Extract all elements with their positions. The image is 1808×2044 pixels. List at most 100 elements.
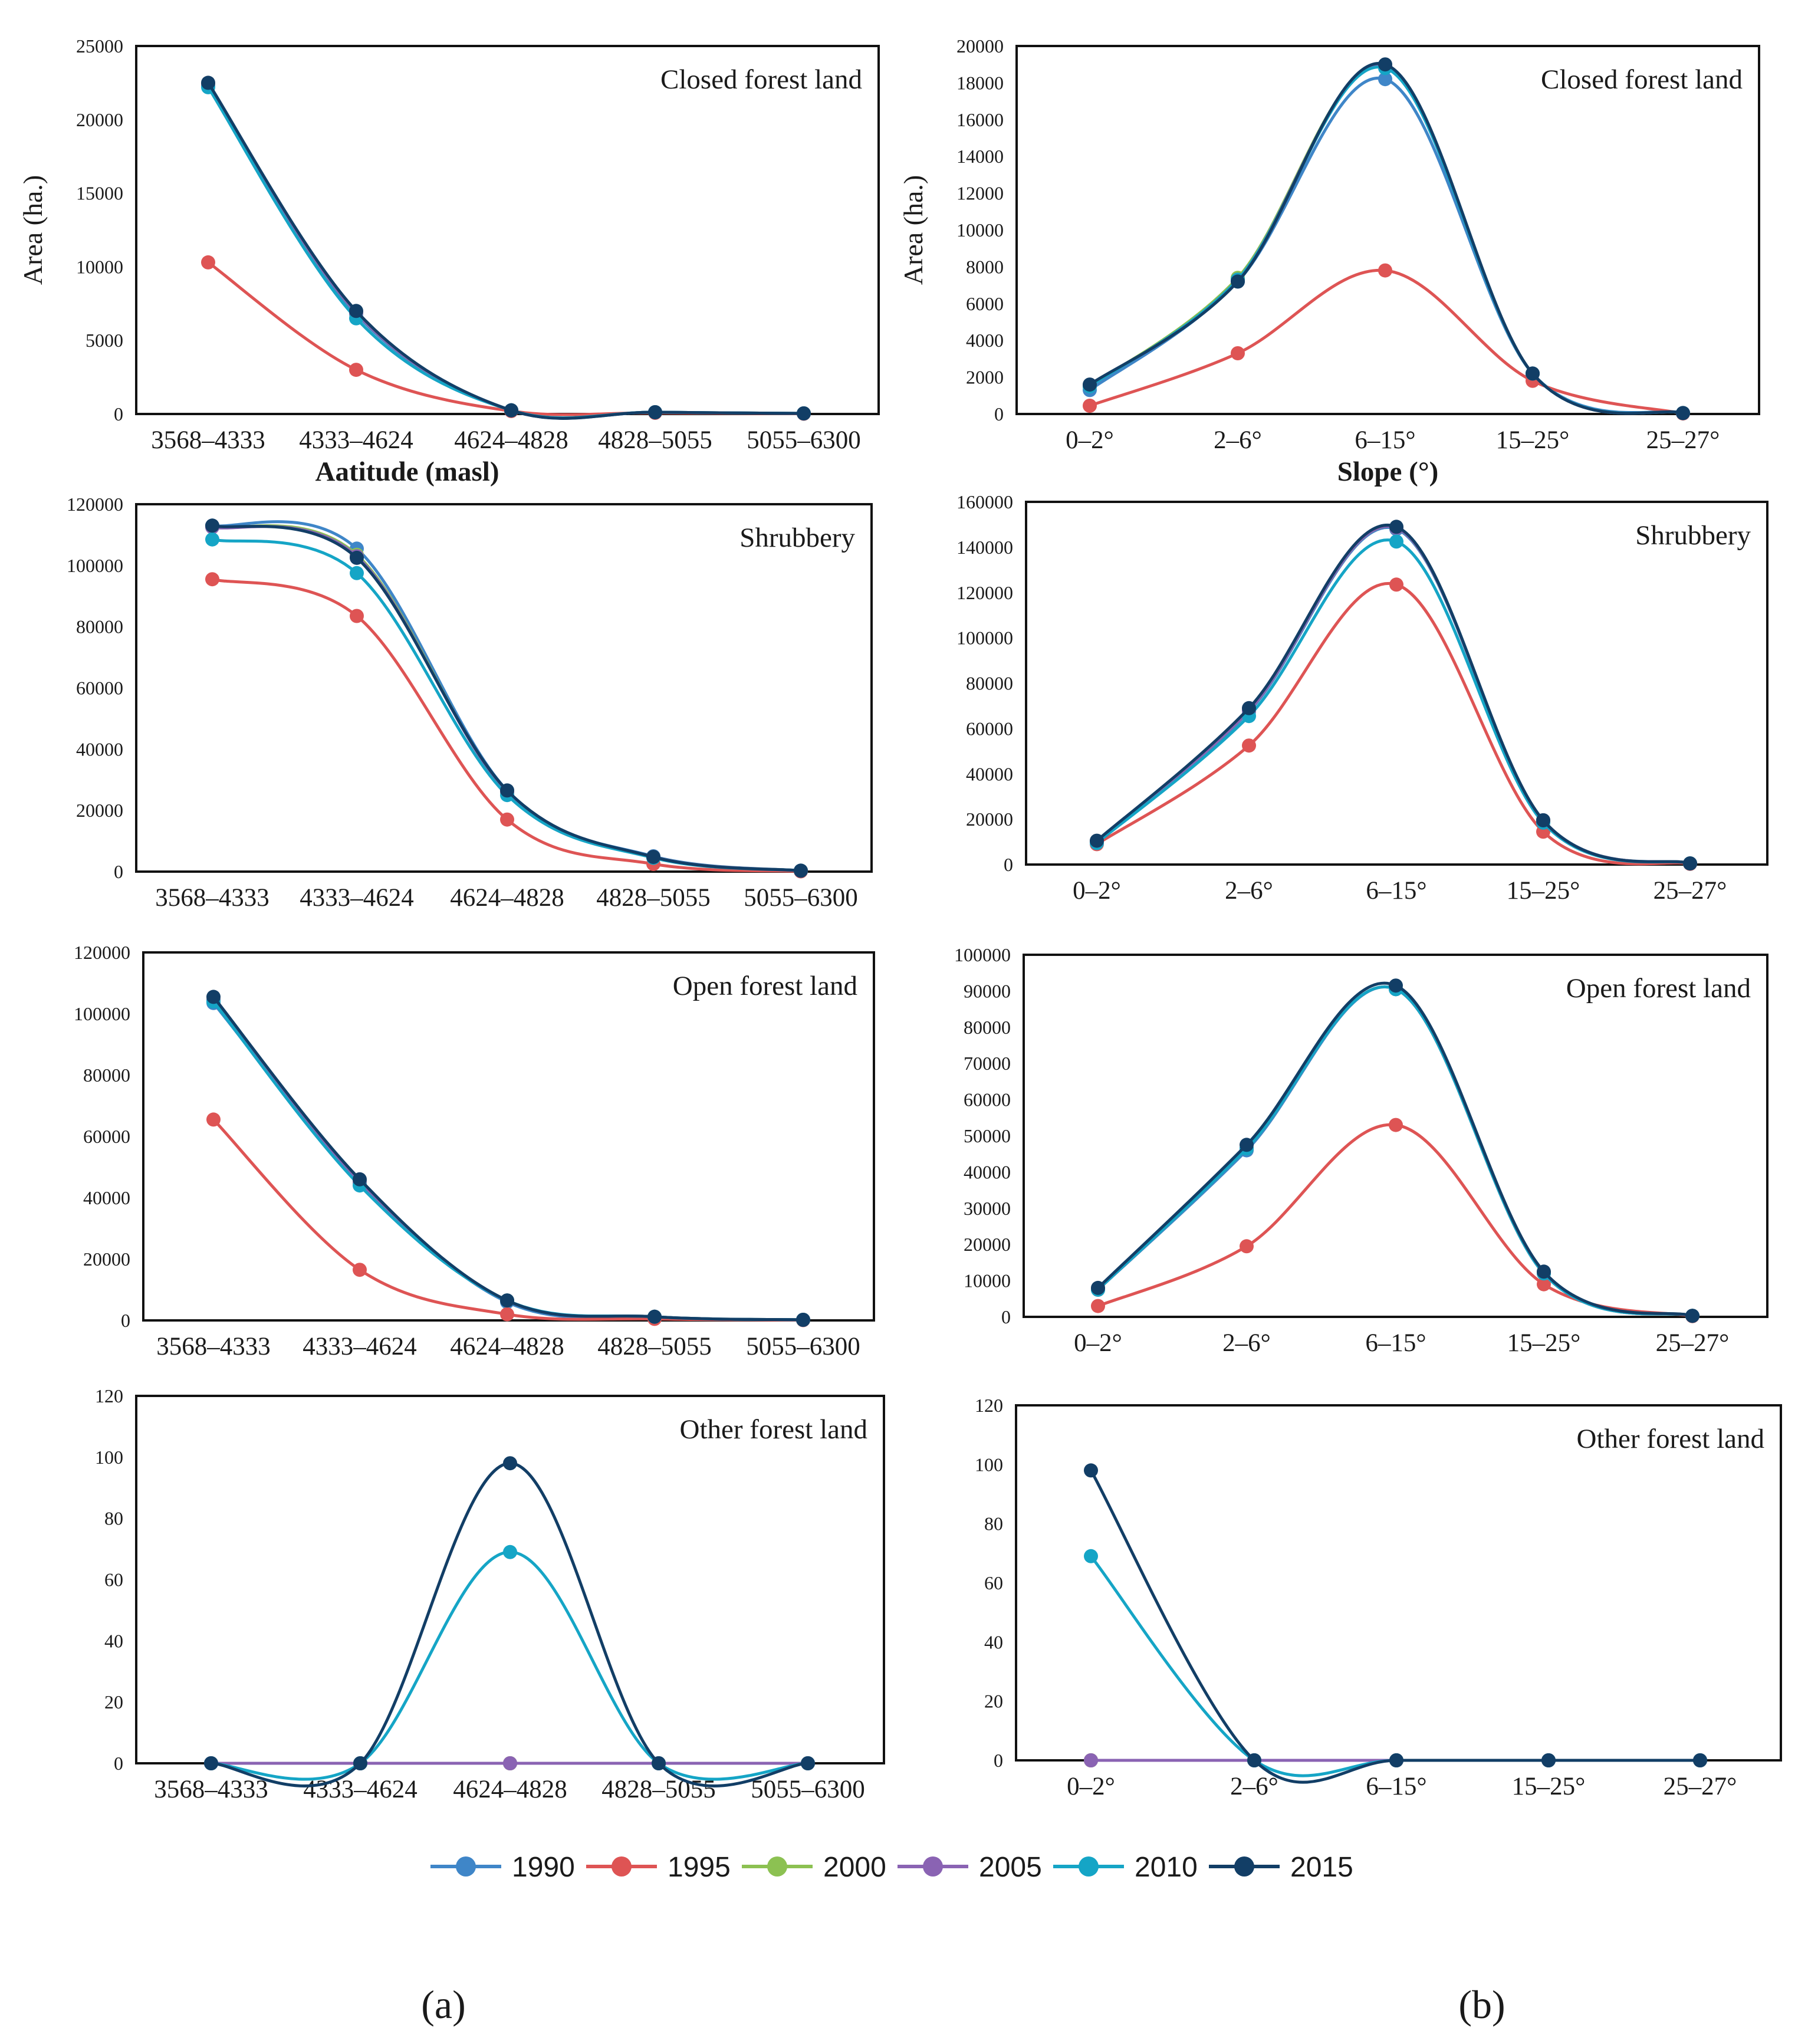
x-tick-label: 0–2°: [1067, 1773, 1115, 1800]
legend-item-2015: 2015: [1209, 1852, 1353, 1883]
data-point-2005: [503, 1756, 517, 1770]
x-tick-label: 0–2°: [1074, 1329, 1122, 1357]
y-tick-label: 80000: [83, 1064, 130, 1086]
y-tick-label: 20: [984, 1691, 1003, 1712]
legend-marker: [456, 1856, 476, 1877]
chart-b1: 0 2000 4000 6000 8000 10000 12000 14000 16000 180…: [898, 35, 1760, 487]
data-point-2015: [1090, 833, 1104, 848]
x-tick-label: 5055–6300: [747, 426, 861, 454]
y-tick-label: 80000: [966, 673, 1013, 694]
series-line-2015: [1095, 524, 1692, 865]
y-tick-label: 60000: [964, 1089, 1011, 1110]
data-point-1990: [1378, 72, 1392, 87]
y-tick-label: 60000: [83, 1126, 130, 1147]
data-point-1995: [1242, 738, 1256, 753]
series-line-1995: [1095, 581, 1692, 866]
x-tick-label: 6–15°: [1365, 1329, 1426, 1357]
y-tick-label: 5000: [86, 330, 123, 351]
series-line-2015: [1089, 1468, 1702, 1784]
chart-title: Shrubbery: [739, 522, 855, 553]
x-tick-label: 4828–5055: [598, 426, 712, 454]
plot-frame: [1015, 45, 1760, 415]
plot-frame: [1025, 501, 1768, 866]
y-tick-label: 0: [114, 403, 123, 425]
data-point-2015: [504, 403, 518, 418]
x-tick-label: 2–6°: [1214, 426, 1262, 454]
data-point-2015: [1683, 856, 1697, 871]
y-tick-label: 120000: [67, 494, 123, 515]
y-tick-label: 100000: [956, 627, 1013, 649]
series-line-1990: [1095, 526, 1692, 865]
x-tick-label: 4624–4828: [453, 1776, 567, 1803]
x-tick-label: 25–27°: [1656, 1329, 1730, 1357]
data-point-1995: [205, 572, 219, 587]
x-tick-label: 4333–4624: [300, 884, 414, 912]
y-tick-label: 100000: [67, 555, 123, 576]
data-point-2015: [1083, 377, 1097, 392]
x-tick-label: 0–2°: [1066, 426, 1114, 454]
y-tick-label: 60000: [966, 718, 1013, 739]
legend-marker: [612, 1856, 632, 1877]
x-tick-label: 5055–6300: [746, 1333, 860, 1361]
series-line-2000: [1095, 525, 1692, 865]
chart-b2: 0 20000 40000 60000 80000 100000 120000 140000 1…: [956, 491, 1768, 905]
data-point-2015: [1389, 1753, 1403, 1767]
data-point-2015: [500, 1293, 514, 1308]
data-point-2015: [648, 405, 662, 419]
y-tick-label: 0: [994, 403, 1004, 425]
x-tick-label: 4828–5055: [596, 884, 711, 912]
series-line-1995: [1088, 268, 1685, 415]
y-tick-label: 0: [1001, 1306, 1011, 1327]
data-point-1995: [206, 1112, 221, 1127]
series-line-2005: [206, 83, 806, 420]
y-tick-label: 70000: [964, 1053, 1011, 1074]
data-point-2015: [205, 518, 219, 533]
y-tick-label: 30000: [964, 1198, 1011, 1219]
plot-frame: [1023, 954, 1768, 1318]
x-tick-label: 4333–4624: [299, 426, 413, 454]
y-tick-label: 60: [104, 1569, 123, 1590]
x-tick-label: 6–15°: [1366, 1773, 1426, 1800]
y-tick-label: 0: [121, 1310, 130, 1331]
legend-label: 1990: [512, 1852, 575, 1883]
legend-item-2010: 2010: [1053, 1852, 1198, 1883]
data-point-1995: [1083, 399, 1097, 413]
data-point-1995: [349, 363, 363, 377]
series-line-2015: [211, 524, 803, 872]
data-point-2015: [349, 304, 363, 318]
y-tick-label: 100000: [74, 1003, 130, 1024]
y-tick-label: 0: [114, 1753, 123, 1774]
series-line-2010: [209, 1550, 810, 1781]
legend: 1990 1995 2000 2005 2010 2015: [430, 1852, 1353, 1883]
data-point-1995: [1378, 263, 1392, 278]
y-tick-label: 4000: [966, 330, 1004, 351]
y-tick-label: 20000: [956, 35, 1004, 57]
data-point-2015: [1378, 57, 1392, 72]
data-point-1995: [1231, 346, 1245, 360]
data-point-2015: [353, 1172, 367, 1187]
data-point-2015: [1242, 701, 1256, 715]
y-tick-label: 80000: [964, 1017, 1011, 1038]
y-tick-label: 20000: [83, 1248, 130, 1270]
data-point-2015: [797, 406, 811, 420]
data-point-2015: [1537, 1264, 1551, 1279]
data-point-2005: [1084, 1753, 1098, 1767]
data-point-1995: [1389, 1118, 1403, 1132]
y-tick-label: 18000: [956, 72, 1004, 93]
y-tick-label: 40: [984, 1631, 1003, 1652]
y-tick-label: 20000: [964, 1234, 1011, 1255]
x-tick-label: 0–2°: [1073, 877, 1121, 905]
y-tick-label: 40000: [83, 1187, 130, 1208]
y-tick-label: 40000: [964, 1161, 1011, 1182]
y-tick-label: 10000: [76, 256, 123, 277]
data-point-2010: [503, 1544, 517, 1559]
data-point-2015: [1693, 1753, 1707, 1767]
chart-title: Open forest land: [1566, 973, 1751, 1004]
series-line-1990: [206, 84, 806, 420]
data-point-2015: [1389, 520, 1403, 534]
data-point-2015: [1676, 406, 1690, 420]
x-axis-label: Aatitude (masl): [315, 456, 499, 487]
data-point-2015: [652, 1756, 666, 1770]
y-tick-label: 100: [95, 1447, 123, 1468]
